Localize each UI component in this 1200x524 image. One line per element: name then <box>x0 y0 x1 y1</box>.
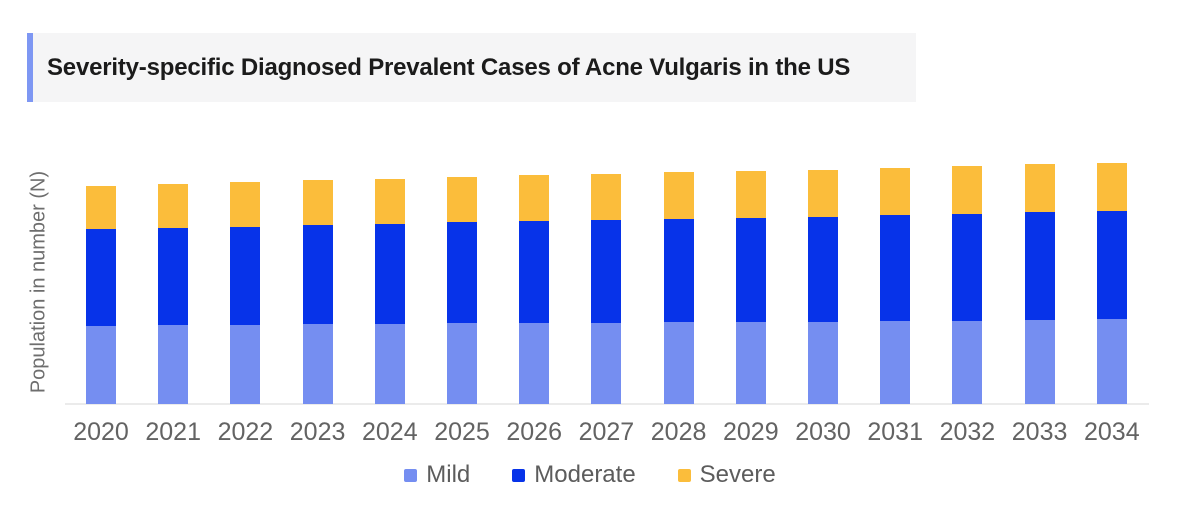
chart-header: Severity-specific Diagnosed Prevalent Ca… <box>27 33 916 102</box>
bar-segment-mild-2034[interactable] <box>1096 319 1127 404</box>
bar-2025 <box>447 177 477 404</box>
x-axis-tick-2020: 2020 <box>73 418 129 446</box>
bar-segment-severe-2032[interactable] <box>952 166 983 214</box>
bar-segment-severe-2030[interactable] <box>808 170 838 217</box>
chart-title: Severity-specific Diagnosed Prevalent Ca… <box>47 53 851 81</box>
bar-segment-moderate-2034[interactable] <box>1096 211 1127 319</box>
bar-segment-mild-2020[interactable] <box>86 326 116 404</box>
bar-segment-severe-2031[interactable] <box>880 168 911 215</box>
chart-legend: Mild Moderate Severe <box>0 461 1180 489</box>
legend-swatch-mild <box>404 468 418 482</box>
x-axis-tick-2031: 2031 <box>867 418 923 446</box>
bar-2021 <box>158 184 189 404</box>
bar-segment-severe-2026[interactable] <box>519 175 550 221</box>
bar-segment-moderate-2032[interactable] <box>952 214 983 321</box>
bar-segment-mild-2027[interactable] <box>591 323 622 404</box>
x-axis-tick-2034: 2034 <box>1083 418 1140 446</box>
bar-segment-moderate-2029[interactable] <box>735 218 766 322</box>
bar-2023 <box>302 180 333 404</box>
bar-segment-mild-2024[interactable] <box>374 324 405 404</box>
x-axis-tick-2030: 2030 <box>795 418 851 446</box>
legend-label-severe: Severe <box>699 461 776 488</box>
bar-segment-moderate-2025[interactable] <box>447 222 477 323</box>
x-axis-tick-2029: 2029 <box>722 418 779 446</box>
bar-2034 <box>1096 163 1127 404</box>
title-accent-bar <box>27 33 33 102</box>
bar-segment-mild-2033[interactable] <box>1024 320 1055 404</box>
bar-segment-severe-2027[interactable] <box>591 174 622 220</box>
bar-segment-severe-2028[interactable] <box>663 172 694 219</box>
bar-segment-mild-2029[interactable] <box>735 322 766 404</box>
bar-segment-severe-2034[interactable] <box>1096 163 1127 211</box>
x-axis-tick-2025: 2025 <box>434 418 490 446</box>
bar-segment-severe-2025[interactable] <box>447 177 477 222</box>
bar-segment-moderate-2024[interactable] <box>374 224 405 324</box>
bar-segment-severe-2029[interactable] <box>735 171 766 218</box>
legend-item-moderate[interactable]: Moderate <box>512 461 636 489</box>
bar-segment-moderate-2031[interactable] <box>880 215 911 321</box>
bar-segment-mild-2023[interactable] <box>302 324 333 404</box>
bar-segment-moderate-2023[interactable] <box>302 225 333 324</box>
legend-item-severe[interactable]: Severe <box>677 461 776 489</box>
x-axis-tick-2021: 2021 <box>145 418 201 446</box>
x-axis-tick-2022: 2022 <box>217 418 274 446</box>
bar-segment-moderate-2027[interactable] <box>591 220 622 323</box>
legend-item-mild[interactable]: Mild <box>404 461 470 489</box>
x-axis-tick-2027: 2027 <box>578 418 635 446</box>
bar-2032 <box>952 166 983 404</box>
bar-segment-moderate-2020[interactable] <box>86 229 116 326</box>
bar-2028 <box>663 172 694 404</box>
bar-segment-mild-2028[interactable] <box>663 322 694 404</box>
bar-segment-mild-2030[interactable] <box>808 322 838 404</box>
bar-segment-mild-2026[interactable] <box>519 323 550 404</box>
bar-segment-mild-2031[interactable] <box>880 321 911 404</box>
bar-2024 <box>374 179 405 404</box>
title-background: Severity-specific Diagnosed Prevalent Ca… <box>33 33 916 102</box>
legend-swatch-moderate <box>512 468 526 482</box>
bar-segment-severe-2023[interactable] <box>302 180 333 225</box>
x-axis-tick-2024: 2024 <box>361 418 418 446</box>
bar-segment-severe-2020[interactable] <box>86 186 116 229</box>
x-axis-tick-2032: 2032 <box>939 418 996 446</box>
legend-label-mild: Mild <box>426 461 471 488</box>
x-axis-tick-2033: 2033 <box>1011 418 1068 446</box>
y-axis-label: Population in number (N) <box>27 170 50 394</box>
bar-2020 <box>86 186 116 404</box>
bar-2029 <box>735 171 766 404</box>
bar-segment-moderate-2028[interactable] <box>663 219 694 322</box>
bar-segment-mild-2022[interactable] <box>230 325 261 404</box>
bar-segment-moderate-2026[interactable] <box>519 221 550 323</box>
x-axis-tick-2028: 2028 <box>650 418 707 446</box>
bar-segment-moderate-2022[interactable] <box>230 227 261 325</box>
bar-segment-severe-2033[interactable] <box>1024 164 1055 212</box>
bar-2030 <box>808 170 838 404</box>
bar-segment-mild-2021[interactable] <box>158 325 189 404</box>
x-axis-tick-2026: 2026 <box>506 418 562 446</box>
bar-2026 <box>519 175 550 404</box>
bar-segment-mild-2025[interactable] <box>447 323 477 404</box>
bar-segment-moderate-2021[interactable] <box>158 228 189 325</box>
bar-2031 <box>880 168 911 404</box>
legend-label-moderate: Moderate <box>534 461 636 488</box>
x-axis-tick-2023: 2023 <box>289 418 346 446</box>
legend-swatch-severe <box>677 468 691 482</box>
bar-segment-mild-2032[interactable] <box>952 321 983 404</box>
bar-2027 <box>591 174 622 404</box>
bar-2022 <box>230 182 261 404</box>
bar-segment-severe-2022[interactable] <box>230 182 261 227</box>
bar-segment-severe-2021[interactable] <box>158 184 189 228</box>
bar-segment-moderate-2030[interactable] <box>808 217 838 322</box>
bar-segment-moderate-2033[interactable] <box>1024 212 1055 320</box>
bar-segment-severe-2024[interactable] <box>374 179 405 224</box>
x-axis-line <box>65 403 1149 405</box>
bar-2033 <box>1024 164 1055 404</box>
